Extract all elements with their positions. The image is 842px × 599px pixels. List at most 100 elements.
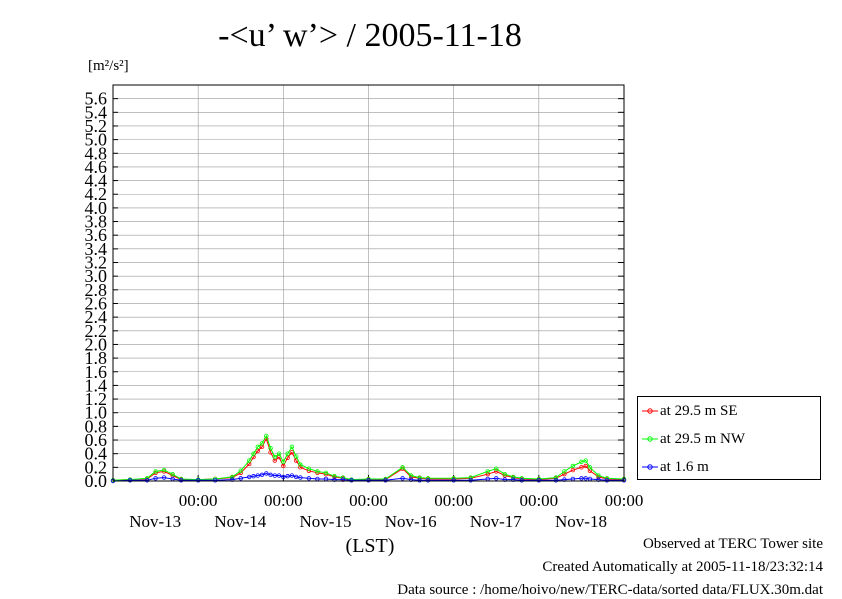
footer-observed: Observed at TERC Tower site [642, 536, 823, 552]
data-point [195, 478, 201, 483]
data-point [276, 473, 282, 478]
y-tick-label: 3.2 [85, 253, 108, 273]
data-point [289, 473, 295, 478]
data-point [255, 444, 260, 450]
data-point [268, 472, 273, 478]
data-point [247, 474, 252, 480]
series-group [110, 433, 627, 484]
y-tick-label: 4.0 [85, 198, 108, 218]
x-tick-time-label: 00:00 [264, 491, 303, 510]
data-point [153, 476, 158, 481]
y-tick-label: 1.0 [85, 403, 108, 423]
data-point [366, 478, 371, 483]
data-point [293, 454, 299, 459]
y-tick-label: 1.2 [85, 389, 108, 409]
legend-marker-blue-icon [642, 464, 658, 470]
y-tick-label: 4.4 [85, 171, 108, 191]
y-tick-label: 0.6 [85, 430, 108, 450]
y-tick-label: 2.0 [85, 334, 108, 354]
y-tick-label: 1.4 [85, 375, 108, 395]
data-point [238, 468, 243, 473]
x-tick-day-label: Nov-16 [385, 512, 437, 531]
data-point [417, 475, 422, 480]
data-point [259, 441, 265, 446]
data-point [289, 450, 295, 455]
data-point [247, 458, 252, 463]
y-tick-label: 1.6 [85, 362, 108, 382]
data-point [494, 466, 499, 471]
x-tick-time-label: 00:00 [349, 491, 388, 510]
y-tick-label: 3.6 [85, 225, 108, 245]
x-tick-day-label: Nov-14 [214, 512, 266, 531]
data-point [285, 451, 290, 456]
data-point [281, 474, 286, 480]
data-point [281, 459, 286, 465]
data-point [570, 463, 576, 469]
data-point [251, 474, 256, 479]
data-point [276, 451, 282, 456]
data-point [583, 463, 588, 469]
data-point [212, 478, 218, 483]
data-point [579, 465, 584, 470]
data-point [323, 470, 329, 476]
y-tick-label: 4.6 [85, 157, 108, 177]
x-tick-day-label: Nov-17 [470, 512, 522, 531]
legend-label-se: at 29.5 m SE [660, 403, 738, 419]
data-point [400, 476, 405, 481]
data-point [289, 444, 295, 450]
y-tick-label: 3.0 [85, 266, 108, 286]
x-tick-time-label: 00:00 [605, 491, 644, 510]
footer-source: Data source : /home/hoivo/new/TERC-data/… [397, 582, 823, 598]
x-axis-ticks: 00:00 Nov-13 00:00 Nov-14 00:00 Nov-15 00:00 No… [129, 491, 643, 531]
x-tick-day-label: Nov-13 [129, 512, 181, 531]
series-line [112, 434, 625, 481]
data-point [562, 469, 567, 474]
legend-marker-green-icon [642, 436, 658, 442]
data-point [383, 478, 388, 483]
data-point [259, 472, 265, 478]
y-tick-label: 3.4 [85, 239, 108, 259]
data-point [579, 476, 584, 481]
data-point [562, 471, 567, 477]
y-tick-label: 0.4 [85, 444, 108, 464]
legend-marker-red-icon [642, 408, 658, 414]
legend-item-se: at 29.5 m SE [638, 403, 822, 419]
data-point [349, 478, 354, 483]
legend: at 29.5 m SE at 29.5 m NW at 1.6 m [637, 396, 821, 480]
legend-item-low: at 1.6 m [638, 459, 822, 475]
data-point [238, 476, 243, 481]
y-tick-label: 2.6 [85, 293, 108, 313]
data-point [400, 465, 405, 470]
x-tick-day-label: Nov-15 [300, 512, 352, 531]
data-point [468, 475, 473, 480]
data-point [583, 476, 588, 481]
data-point [170, 471, 175, 477]
data-point [485, 471, 490, 477]
data-point [408, 473, 414, 478]
data-point [519, 478, 524, 483]
data-point [298, 465, 303, 470]
series-line [112, 472, 624, 482]
x-tick-day-label: Nov-18 [555, 512, 607, 531]
legend-label-nw: at 29.5 m NW [660, 431, 745, 447]
data-point [268, 446, 273, 451]
y-tick-label: 2.2 [85, 321, 108, 341]
data-point [511, 474, 516, 480]
y-axis-ticks: 0.00.20.40.60.81.01.21.41.61.82.02.22.42… [85, 89, 108, 491]
data-point [494, 476, 499, 481]
y-tick-label: 5.2 [85, 116, 108, 136]
data-point [583, 458, 588, 463]
data-point [425, 478, 431, 483]
data-point [536, 478, 542, 483]
data-point [178, 478, 184, 483]
data-point [144, 478, 150, 483]
data-point [264, 433, 269, 439]
y-tick-label: 0.2 [85, 457, 108, 477]
data-point [553, 478, 559, 483]
data-point [451, 478, 456, 483]
y-tick-label: 5.6 [85, 89, 108, 109]
data-point [502, 471, 507, 477]
series-1 [110, 433, 627, 483]
data-point [255, 448, 260, 454]
